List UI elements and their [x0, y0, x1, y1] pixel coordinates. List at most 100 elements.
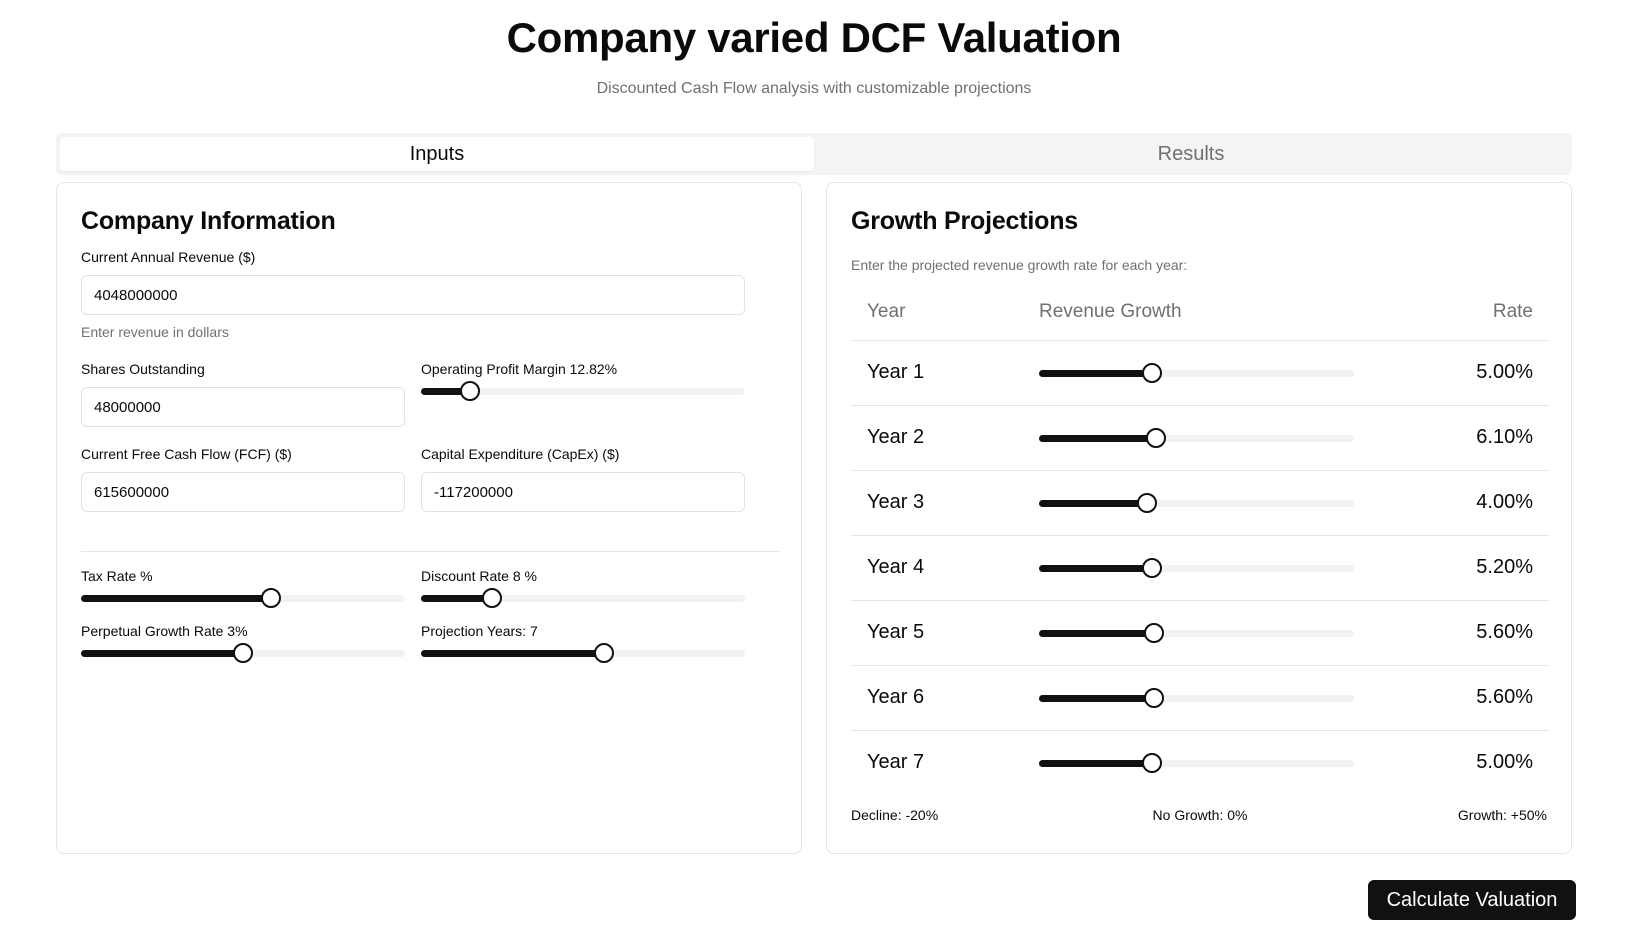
revenue-hint: Enter revenue in dollars: [81, 324, 229, 340]
capex-label: Capital Expenditure (CapEx) ($): [421, 446, 620, 462]
year-label: Year 3: [867, 491, 925, 513]
slider-fill: [81, 595, 271, 602]
slider-thumb[interactable]: [1141, 363, 1162, 383]
year-label: Year 6: [867, 686, 925, 708]
operating-margin-slider[interactable]: [421, 381, 745, 401]
legend-growth: Growth: +50%: [1457, 807, 1547, 823]
slider-fill: [1039, 500, 1147, 507]
operating-margin-label: Operating Profit Margin 12.82%: [421, 361, 618, 377]
slider-thumb[interactable]: [1141, 753, 1162, 773]
year-growth-slider[interactable]: [1039, 493, 1354, 513]
year-label: Year 1: [867, 361, 925, 383]
perpetual-growth-slider[interactable]: [81, 643, 405, 663]
tab-bar: Inputs Results: [56, 133, 1572, 175]
legend-no-growth: No Growth: 0%: [1152, 807, 1248, 823]
tax-rate-slider[interactable]: [81, 588, 405, 608]
growth-rate-value: 5.60%: [1476, 621, 1533, 643]
growth-rate-value: 6.10%: [1476, 426, 1533, 448]
slider-track: [1039, 695, 1354, 702]
growth-rate-value: 5.20%: [1476, 556, 1533, 578]
company-information-card: Company Information Current Annual Reven…: [56, 182, 802, 854]
page-subtitle: Discounted Cash Flow analysis with custo…: [596, 80, 1032, 97]
slider-fill: [1039, 370, 1152, 377]
slider-fill: [1039, 630, 1155, 637]
slider-track: [1039, 565, 1354, 572]
year-growth-slider[interactable]: [1039, 753, 1354, 773]
calculate-valuation-button[interactable]: Calculate Valuation: [1368, 880, 1576, 920]
growth-table-body: Year 1 5.00% Year 2 6.10% Year 3: [851, 341, 1549, 796]
year-label: Year 4: [867, 556, 925, 578]
slider-fill: [1039, 695, 1155, 702]
table-row: Year 3 4.00%: [851, 471, 1549, 536]
year-growth-slider[interactable]: [1039, 623, 1354, 643]
page-title: Company varied DCF Valuation: [506, 14, 1122, 61]
slider-thumb[interactable]: [482, 588, 503, 608]
tab-results[interactable]: Results: [1157, 142, 1225, 165]
capex-input[interactable]: [421, 472, 745, 512]
slider-fill: [1039, 435, 1157, 442]
table-row: Year 5 5.60%: [851, 601, 1549, 666]
year-growth-slider[interactable]: [1039, 363, 1354, 383]
growth-projections-card: Growth Projections Enter the projected r…: [826, 182, 1572, 854]
column-revenue-growth: Revenue Growth: [1039, 301, 1182, 322]
slider-track: [1039, 435, 1354, 442]
slider-thumb[interactable]: [1146, 428, 1167, 448]
fcf-input[interactable]: [81, 472, 405, 512]
growth-description: Enter the projected revenue growth rate …: [851, 257, 1188, 273]
slider-track: [421, 388, 745, 395]
year-growth-slider[interactable]: [1039, 428, 1354, 448]
discount-rate-label: Discount Rate 8 %: [421, 568, 537, 584]
slider-thumb[interactable]: [594, 643, 615, 663]
slider-track: [1039, 500, 1354, 507]
legend-decline: Decline: -20%: [851, 807, 939, 823]
section-divider: [81, 551, 779, 552]
slider-thumb[interactable]: [1144, 688, 1165, 708]
growth-table-header: Year Revenue Growth Rate: [851, 301, 1549, 341]
slider-track: [1039, 760, 1354, 767]
slider-thumb[interactable]: [1137, 493, 1157, 513]
perpetual-growth-label: Perpetual Growth Rate 3%: [81, 623, 248, 639]
year-growth-slider[interactable]: [1039, 688, 1354, 708]
year-label: Year 5: [867, 621, 925, 643]
table-row: Year 7 5.00%: [851, 731, 1549, 796]
discount-rate-slider[interactable]: [421, 588, 745, 608]
fcf-label: Current Free Cash Flow (FCF) ($): [81, 446, 292, 462]
shares-label: Shares Outstanding: [81, 361, 205, 377]
column-rate: Rate: [1492, 301, 1533, 322]
projection-years-slider[interactable]: [421, 643, 745, 663]
slider-thumb[interactable]: [260, 588, 281, 608]
slider-track: [421, 595, 745, 602]
slider-thumb[interactable]: [233, 643, 253, 663]
slider-fill: [1039, 565, 1153, 572]
growth-projections-title: Growth Projections: [851, 207, 1078, 235]
year-label: Year 7: [867, 751, 925, 773]
table-row: Year 6 5.60%: [851, 666, 1549, 731]
slider-thumb[interactable]: [1144, 623, 1165, 643]
slider-fill: [421, 595, 493, 602]
growth-rate-value: 5.00%: [1476, 751, 1533, 773]
revenue-label: Current Annual Revenue ($): [81, 249, 256, 265]
shares-input[interactable]: [81, 387, 405, 427]
slider-track: [1039, 630, 1354, 637]
slider-thumb[interactable]: [1142, 558, 1163, 578]
table-row: Year 1 5.00%: [851, 341, 1549, 406]
table-row: Year 2 6.10%: [851, 406, 1549, 471]
year-growth-slider[interactable]: [1039, 558, 1354, 578]
slider-thumb[interactable]: [459, 381, 480, 401]
tax-rate-label: Tax Rate %: [81, 568, 153, 584]
slider-track: [1039, 370, 1354, 377]
revenue-input[interactable]: [81, 275, 745, 315]
projection-years-label: Projection Years: 7: [421, 623, 538, 639]
slider-fill: [81, 650, 243, 657]
slider-fill: [421, 388, 470, 395]
growth-rate-value: 5.60%: [1476, 686, 1533, 708]
slider-fill: [1039, 760, 1152, 767]
slider-fill: [421, 650, 605, 657]
tab-inputs[interactable]: Inputs: [60, 137, 814, 171]
column-year: Year: [867, 301, 906, 322]
company-information-title: Company Information: [81, 207, 336, 235]
year-label: Year 2: [867, 426, 925, 448]
table-row: Year 4 5.20%: [851, 536, 1549, 601]
growth-rate-value: 5.00%: [1476, 361, 1533, 383]
growth-rate-value: 4.00%: [1476, 491, 1533, 513]
